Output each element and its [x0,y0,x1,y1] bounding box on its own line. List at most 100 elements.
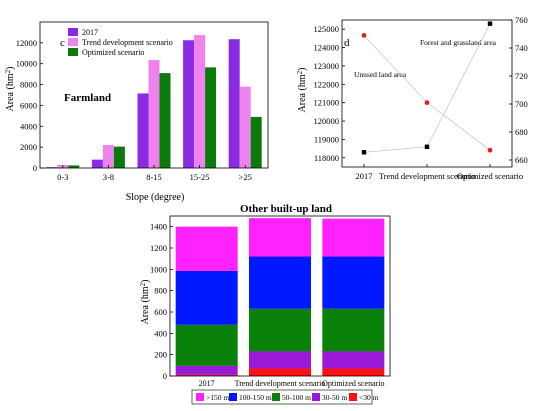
built-up-land-legend-frame [191,389,373,405]
built-up-land-plot-frame [169,215,391,377]
built-up-land-segment-100-150-m-2017 [175,270,238,325]
farmland-y-tick-label: 12000 [16,38,37,48]
area-comparison-point-unused-land-area-optimized-scenario [487,147,493,153]
built-up-land-x-tick-label-2017: 2017 [199,379,215,388]
built-up-land-segment-50-100-m-2017 [175,324,238,366]
farmland-y-axis-label: Area (hm2) [4,67,16,112]
area-comparison-point-unused-land-area-trend-development-scenario [424,100,430,105]
area-comparison-left-y-tick-label: 122000 [314,79,340,89]
farmland-bar-2017-3-8 [91,159,103,168]
built-up-land-segment-100-150-m-trend-development-scenario [249,256,311,309]
area-comparison-point-forest-and-grassland-area-2017 [361,150,367,155]
farmland-x-tick-label-15-25: 15-25 [190,172,210,182]
farmland-bar-trend-development-scenario-8-15 [148,60,160,168]
area-comparison-x-tick-label-trend-development-scenario: Trend development scenario [379,171,475,181]
area-comparison-left-y-tick-label: 119000 [314,134,339,144]
built-up-land-x-tick-label-trend-development-scenario: Trend development scenario [235,379,326,388]
farmland-y-tick-label: 8000 [20,80,37,90]
unused-land-annotation: Unused land area [354,70,407,79]
farmland-bar-optimized-scenario-3-8 [113,146,125,168]
area-comparison-x-tick-label-optimized-scenario: Optimized scenario [457,171,523,181]
area-comparison-left-y-tick-label: 118000 [314,153,339,163]
farmland-x-axis-label: Slope (degree) [126,192,185,203]
farmland-legend-swatch-2017 [68,28,78,36]
farmland-chart: c Farmland Slope (degree) Area (hm2) 0 20… [4,21,269,203]
built-up-land-segment-30-50-m-optimized-scenario [322,351,385,369]
area-comparison-point-forest-and-grassland-area-trend-development-scenario [424,144,430,149]
forest-grassland-annotation: Forest and grassland area [420,38,497,47]
built-up-land-bars [175,218,385,376]
farmland-title: Farmland [64,92,111,104]
farmland-y-tick-label: 4000 [20,121,37,131]
built-up-land-segment-50-100-m-optimized-scenario [322,308,385,352]
farmland-y-tick-label: 10000 [16,59,37,69]
built-up-land-title: Other built-up land [240,203,332,215]
farmland-legend-label-trend-development-scenario: Trend development scenario [82,38,173,47]
built-up-land-y-tick-label: 200 [154,350,167,360]
farmland-legend-swatch-trend-development-scenario [68,38,78,46]
built-up-land-chart: Other built-up land e Area (hm2) 0200400… [139,203,391,405]
farmland-bar-optimized-scenario-8-15 [159,73,171,168]
built-up-land-legend-swatch-100-150-m [229,393,237,401]
area-comparison-left-y-tick-label: 125000 [314,24,340,34]
built-up-land-segment-30-50-m-2017 [175,365,238,375]
built-up-land-y-tick-label: 1200 [150,243,167,253]
built-up-land-y-axis-label: Area (hm2) [139,280,151,325]
area-comparison-axes: 118000 119000 120000 121000 122000 123000 1240… [314,15,528,181]
farmland-x-tick-label-8-15: 8-15 [146,172,162,182]
built-up-land-segment-150-m-trend-development-scenario [249,218,311,257]
built-up-land-segment-30-m-trend-development-scenario [249,368,311,376]
farmland-legend-swatch-optimized-scenario [68,48,78,56]
farmland-bar-2017-25 [228,39,240,169]
area-comparison-y-axis-label: Area (hm2) [296,68,308,113]
built-up-land-y-tick-label: 400 [154,328,167,338]
area-comparison-point-unused-land-area-2017 [361,33,367,38]
area-comparison-x-tick-label-2017: 2017 [356,171,373,181]
built-up-land-legend-swatch-150-m [196,393,204,401]
built-up-land-y-tick-label: 1400 [150,222,167,232]
built-up-land-y-tick-label: 800 [154,286,167,296]
built-up-land-axes: 0 200 400 600 800 1000 1200 1400 2017 Trend devel… [150,215,391,388]
built-up-land-segment-30-m-optimized-scenario [322,368,385,376]
farmland-legend-label-2017: 2017 [82,28,98,37]
area-comparison-right-y-tick-label: 760 [515,15,528,25]
built-up-land-legend-label-50-100-m: 50-100 m [282,393,311,402]
farmland-bar-optimized-scenario-25 [250,116,262,168]
built-up-land-legend-swatch-30-50-m [312,393,320,401]
area-comparison-points [361,21,493,155]
area-comparison-right-y-tick-label: 660 [515,155,528,165]
farmland-bar-trend-development-scenario-25 [239,86,251,168]
area-comparison-left-y-tick-label: 120000 [314,116,340,126]
built-up-land-segment-100-150-m-optimized-scenario [322,256,385,309]
built-up-land-segment-30-50-m-trend-development-scenario [249,351,311,369]
built-up-land-legend-swatch-50-100-m [272,393,280,401]
area-comparison-line-unused-land-area [363,35,491,151]
built-up-land-x-tick-label-optimized-scenario: Optimized scenario [322,379,384,388]
farmland-y-tick-label: 0 [33,163,37,173]
area-comparison-point-forest-and-grassland-area-optimized-scenario [487,21,493,26]
farmland-axes: 0 2000 4000 6000 8000 10000 12000 0-3 3-8 8-15 15-… [16,21,269,182]
area-comparison-left-y-tick-label: 121000 [314,98,340,108]
farmland-bar-trend-development-scenario-15-25 [194,35,206,169]
built-up-land-legend-swatch-30-m [349,393,357,401]
built-up-land-segment-50-100-m-trend-development-scenario [249,308,311,352]
farmland-bars [46,35,262,169]
farmland-y-tick-label: 2000 [20,142,37,152]
built-up-land-y-tick-label: 600 [154,307,167,317]
built-up-land-legend: >150 m 100-150 m 50-100 m 30-50 m <30 m [191,389,379,405]
farmland-bar-optimized-scenario-0-3 [68,165,80,168]
farmland-y-tick-label: 6000 [20,100,37,110]
built-up-land-legend-label-30-m: <30 m [359,393,379,402]
farmland-legend-label-optimized-scenario: Optimized scenario [82,48,144,57]
farmland-bar-2017-0-3 [46,167,58,168]
built-up-land-legend-label-100-150-m: 100-150 m [239,393,272,402]
area-comparison-right-y-tick-label: 720 [515,71,528,81]
area-comparison-left-y-tick-label: 123000 [314,61,340,71]
panel-letter-c: c [60,37,65,49]
area-comparison-chart: d Area (hm2) Forest and grassland area U… [296,15,528,181]
panel-letter-d: d [344,37,350,49]
built-up-land-segment-150-m-optimized-scenario [322,218,385,257]
farmland-bar-trend-development-scenario-3-8 [102,145,114,168]
